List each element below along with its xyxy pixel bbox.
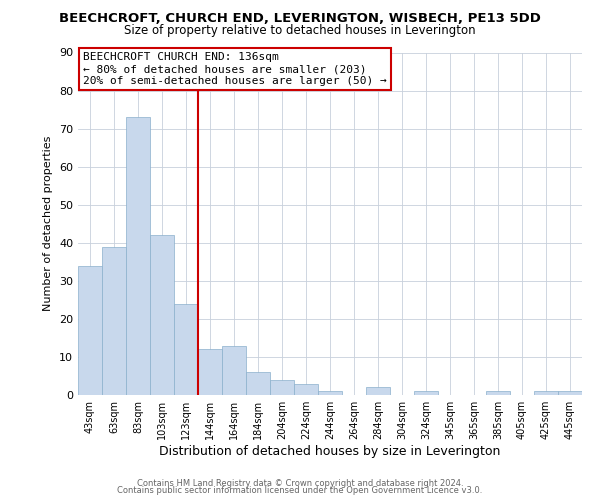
Bar (486, 391, 510, 395)
Bar (198, 350, 222, 395)
Bar (270, 380, 294, 395)
Bar (102, 246, 126, 395)
Bar (558, 391, 582, 395)
Bar (366, 388, 390, 395)
Bar (150, 235, 174, 395)
X-axis label: Distribution of detached houses by size in Leverington: Distribution of detached houses by size … (160, 445, 500, 458)
Bar (78, 266, 102, 395)
Bar (534, 391, 558, 395)
Bar (294, 384, 318, 395)
Bar (318, 391, 342, 395)
Text: BEECHCROFT, CHURCH END, LEVERINGTON, WISBECH, PE13 5DD: BEECHCROFT, CHURCH END, LEVERINGTON, WIS… (59, 12, 541, 26)
Bar (222, 346, 246, 395)
Bar (246, 372, 270, 395)
Bar (414, 391, 438, 395)
Text: Contains HM Land Registry data © Crown copyright and database right 2024.: Contains HM Land Registry data © Crown c… (137, 478, 463, 488)
Text: Size of property relative to detached houses in Leverington: Size of property relative to detached ho… (124, 24, 476, 37)
Text: Contains public sector information licensed under the Open Government Licence v3: Contains public sector information licen… (118, 486, 482, 495)
Text: BEECHCROFT CHURCH END: 136sqm
← 80% of detached houses are smaller (203)
20% of : BEECHCROFT CHURCH END: 136sqm ← 80% of d… (83, 52, 387, 86)
Y-axis label: Number of detached properties: Number of detached properties (43, 136, 53, 312)
Bar (174, 304, 198, 395)
Bar (126, 117, 150, 395)
